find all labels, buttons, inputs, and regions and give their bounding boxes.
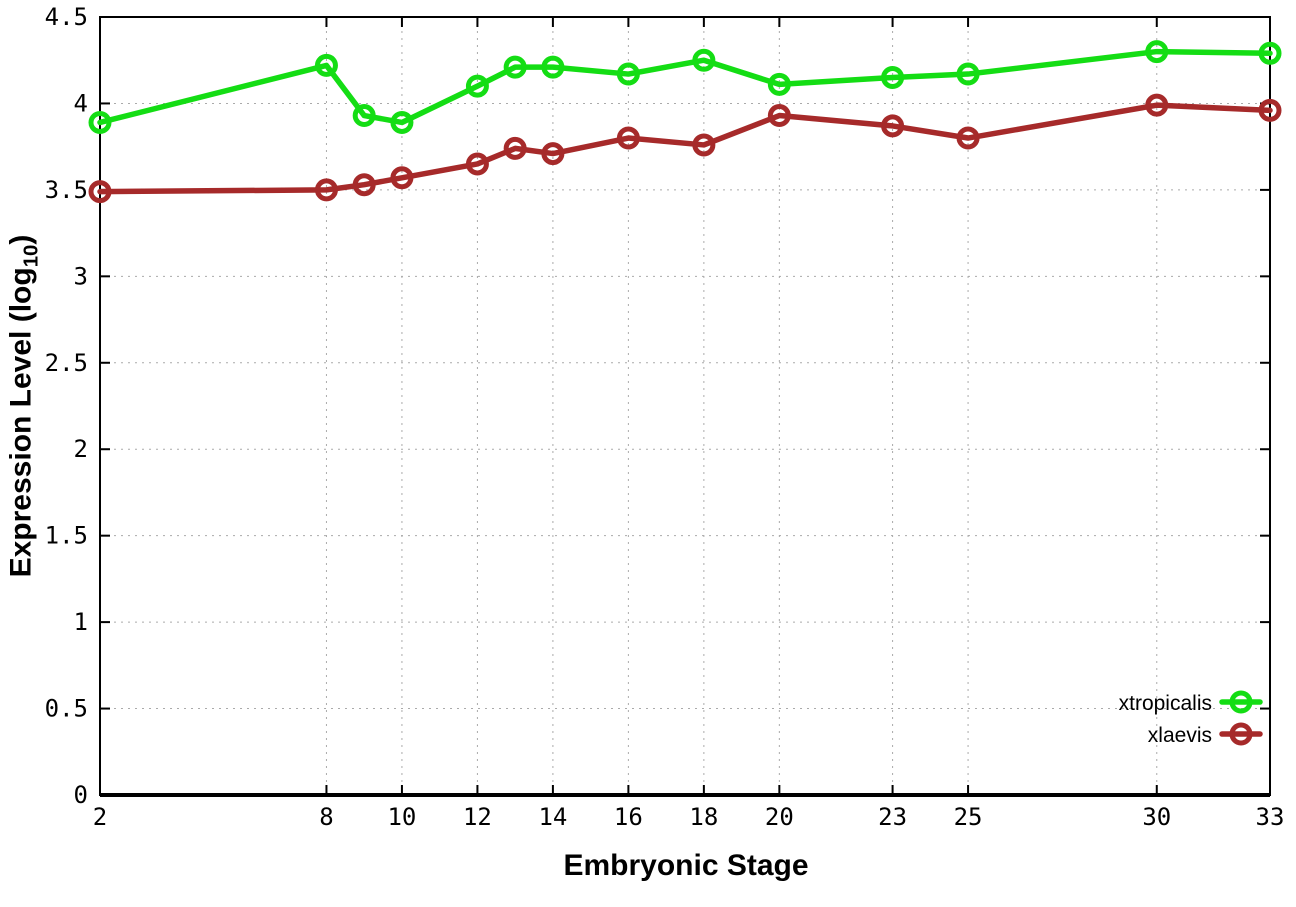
x-axis-title: Embryonic Stage [563, 849, 809, 882]
data-point-xtropicalis [881, 66, 905, 90]
x-tick-label: 2 [93, 803, 107, 831]
series-line-xtropicalis [97, 48, 1273, 126]
data-point-xtropicalis [314, 53, 338, 77]
y-tick-label: 3 [74, 262, 88, 290]
data-point-xtropicalis [692, 48, 716, 72]
y-tick-label: 0 [74, 781, 88, 809]
x-tick-label: 25 [954, 803, 983, 831]
x-tick-label: 10 [387, 803, 416, 831]
series-line-xlaevis [97, 102, 1273, 195]
data-point-xtropicalis [616, 62, 640, 86]
y-tick-label: 4 [74, 89, 88, 117]
data-point-xlaevis [616, 126, 640, 150]
x-tick-label: 30 [1142, 803, 1171, 831]
data-point-xlaevis [767, 104, 791, 128]
data-point-xtropicalis [88, 110, 112, 134]
y-tick-label: 1 [74, 608, 88, 636]
y-axis-title-main: Expression Level (log [4, 267, 38, 578]
data-point-xlaevis [352, 173, 376, 197]
data-point-xlaevis [956, 126, 980, 150]
legend-marker-icon [1229, 722, 1253, 746]
data-point-xtropicalis [352, 104, 376, 128]
x-tick-label: 14 [538, 803, 567, 831]
x-tick-label: 12 [463, 803, 492, 831]
data-point-xlaevis [503, 136, 527, 160]
y-tick-label: 2 [74, 435, 88, 463]
data-point-xtropicalis [1145, 40, 1169, 64]
data-point-xtropicalis [767, 72, 791, 96]
x-tick-label: 33 [1256, 803, 1285, 831]
plot-border [99, 16, 1271, 796]
data-point-xtropicalis [541, 55, 565, 79]
x-tick-label: 8 [319, 803, 333, 831]
y-axis-title-close: ) [4, 234, 38, 245]
y-tick-label: 4.5 [45, 3, 88, 31]
data-point-xlaevis [1145, 93, 1169, 117]
data-point-xtropicalis [390, 110, 414, 134]
x-tick-label: 16 [614, 803, 643, 831]
y-tick-label: 1.5 [45, 522, 88, 550]
data-point-xtropicalis [1258, 41, 1282, 65]
data-point-xtropicalis [465, 74, 489, 98]
legend-label-xtropicalis: xtropicalis [1119, 692, 1212, 715]
legend-marker-icon [1229, 690, 1253, 714]
data-point-xtropicalis [503, 55, 527, 79]
y-tick-label: 2.5 [45, 349, 88, 377]
data-point-xlaevis [692, 133, 716, 157]
data-point-xlaevis [1258, 98, 1282, 122]
x-tick-label: 23 [878, 803, 907, 831]
y-tick-label: 3.5 [45, 176, 88, 204]
y-axis-title: Expression Level (log10) [5, 235, 44, 578]
legend-label-xlaevis: xlaevis [1148, 724, 1212, 747]
data-point-xlaevis [88, 180, 112, 204]
x-tick-label: 20 [765, 803, 794, 831]
y-axis-title-subscript: 10 [20, 244, 43, 268]
data-point-xlaevis [881, 114, 905, 138]
data-point-xlaevis [314, 178, 338, 202]
data-point-xlaevis [541, 142, 565, 166]
x-tick-label: 18 [689, 803, 718, 831]
data-point-xlaevis [465, 152, 489, 176]
data-point-xlaevis [390, 166, 414, 190]
data-point-xtropicalis [956, 62, 980, 86]
y-tick-label: 0.5 [45, 695, 88, 723]
